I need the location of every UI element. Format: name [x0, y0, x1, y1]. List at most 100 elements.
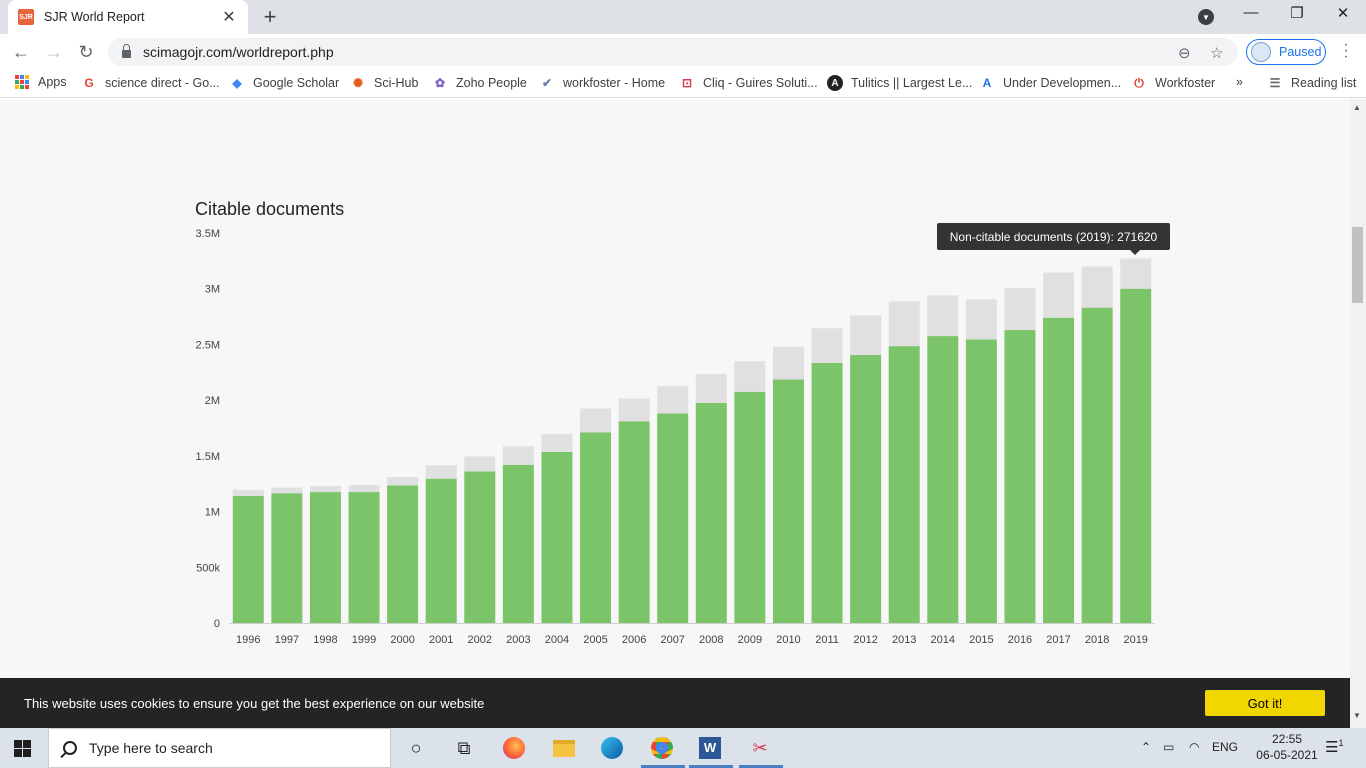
- bar-citable: [309, 492, 341, 623]
- tab-title: SJR World Report: [44, 10, 145, 24]
- menu-icon[interactable]: · · ·: [1343, 36, 1349, 65]
- power-icon: ⏻: [1134, 75, 1144, 90]
- sjr-favicon-icon: SJR: [18, 9, 34, 25]
- profile-button[interactable]: Paused: [1246, 39, 1326, 65]
- zoom-icon[interactable]: ⊖: [1178, 45, 1191, 62]
- task-view-icon[interactable]: ⧉: [457, 737, 471, 758]
- wifi-icon[interactable]: ◠: [1189, 740, 1200, 754]
- y-tick-label: 0: [214, 618, 220, 630]
- bookmark-under-development[interactable]: A Under Developmen...: [979, 75, 1121, 91]
- bar-non-citable: [464, 456, 496, 472]
- cookie-accept-button[interactable]: Got it!: [1205, 690, 1325, 716]
- bar-non-citable: [888, 301, 920, 347]
- file-explorer-icon[interactable]: [551, 736, 577, 760]
- active-app-indicator: [739, 765, 783, 768]
- bar-non-citable: [387, 477, 419, 486]
- notifications-icon[interactable]: ☰1: [1325, 738, 1344, 756]
- bar-citable: [502, 464, 534, 623]
- x-tick-label: 1997: [275, 634, 299, 646]
- y-tick-label: 2M: [205, 395, 220, 407]
- bar-non-citable: [1120, 258, 1152, 289]
- bar-non-citable: [232, 489, 264, 496]
- bookmark-zoho-people[interactable]: ✿ Zoho People: [432, 75, 527, 91]
- bar-citable: [965, 339, 997, 623]
- x-tick-label: 2000: [390, 634, 414, 646]
- x-tick-label: 1996: [236, 634, 260, 646]
- bar-citable: [657, 413, 689, 623]
- bookmarks-bar: Apps G science direct - Go... ◆ Google S…: [0, 70, 1366, 98]
- restore-button[interactable]: ❐: [1290, 5, 1304, 22]
- bar-citable: [927, 336, 959, 623]
- bar-citable: [734, 391, 766, 623]
- y-tick-label: 3.5M: [196, 228, 220, 240]
- cookie-banner: This website uses cookies to ensure you …: [0, 678, 1350, 728]
- firefox-icon[interactable]: [501, 736, 527, 760]
- back-button[interactable]: ←: [12, 42, 30, 62]
- x-tick-label: 2015: [969, 634, 993, 646]
- scroll-up-icon[interactable]: ▲: [1353, 103, 1361, 112]
- bar-non-citable: [348, 484, 380, 493]
- chrome-icon[interactable]: [649, 736, 675, 760]
- tray-overflow-icon[interactable]: ⌃: [1141, 740, 1152, 754]
- bar-non-citable: [734, 361, 766, 392]
- bookmark-science-direct[interactable]: G science direct - Go...: [81, 75, 219, 91]
- x-tick-label: 2001: [429, 634, 453, 646]
- new-tab-button[interactable]: +: [263, 4, 277, 29]
- chart-title: Citable documents: [195, 199, 345, 219]
- reading-list-button[interactable]: ☰ Reading list: [1267, 75, 1357, 91]
- x-tick-label: 2006: [622, 634, 646, 646]
- scihub-icon: ✺: [352, 76, 364, 90]
- word-icon[interactable]: W: [697, 736, 723, 760]
- system-clock[interactable]: 22:55 06-05-2021: [1256, 732, 1318, 762]
- bookmarks-overflow-button[interactable]: »: [1236, 75, 1243, 89]
- y-tick-label: 3M: [205, 284, 220, 296]
- bar-non-citable: [618, 398, 650, 422]
- cookie-message: This website uses cookies to ensure you …: [24, 696, 485, 711]
- x-tick-label: 2007: [660, 634, 684, 646]
- citable-documents-chart: 0 500k 1M 1.5M 2M 2.5M 3M 3.5M 1996 1997 1998 1999 2…: [196, 228, 1155, 646]
- x-tick-label: 2011: [815, 634, 839, 646]
- x-tick-label: 2016: [1008, 634, 1032, 646]
- battery-icon[interactable]: ▭: [1163, 740, 1175, 754]
- bookmark-apps[interactable]: Apps: [15, 75, 67, 89]
- scroll-thumb[interactable]: [1352, 227, 1363, 303]
- y-tick-label: 1.5M: [196, 451, 220, 463]
- close-window-button[interactable]: ✕: [1336, 5, 1350, 22]
- snipping-tool-icon[interactable]: ✂: [752, 737, 768, 758]
- bar-citable: [464, 471, 496, 623]
- bar-citable: [541, 451, 573, 623]
- close-tab-icon[interactable]: ✕: [222, 9, 236, 26]
- bar-non-citable: [425, 465, 457, 479]
- windows-start-icon[interactable]: [14, 740, 31, 757]
- bookmark-sci-hub[interactable]: ✺ Sci-Hub: [350, 75, 419, 91]
- bar-non-citable: [850, 315, 882, 356]
- bookmark-workfoster[interactable]: ⏻ Workfoster: [1131, 75, 1215, 91]
- apps-grid-icon: [15, 75, 29, 89]
- cortana-icon[interactable]: ○: [410, 737, 422, 758]
- scroll-down-icon[interactable]: ▼: [1353, 711, 1361, 720]
- bookmark-tulitics[interactable]: A Tulitics || Largest Le...: [827, 75, 972, 91]
- minimize-button[interactable]: —: [1243, 4, 1259, 21]
- taskbar-search-input[interactable]: Type here to search: [48, 728, 391, 768]
- bar-non-citable: [695, 373, 727, 403]
- bar-non-citable: [657, 386, 689, 414]
- bookmark-cliq[interactable]: ⊡ Cliq - Guires Soluti...: [679, 75, 818, 91]
- x-tick-label: 2014: [931, 634, 955, 646]
- windows-taskbar: Type here to search ○ ⧉ W ✂ ⌃ ▭ ◠ ENG 22…: [0, 728, 1366, 768]
- angular-icon: A: [827, 75, 843, 91]
- bookmark-google-scholar[interactable]: ◆ Google Scholar: [229, 75, 339, 91]
- page-scrollbar[interactable]: ▲ ▼: [1350, 99, 1366, 728]
- search-icon: [63, 741, 77, 755]
- bar-citable: [387, 485, 419, 623]
- bookmark-star-icon[interactable]: ☆: [1210, 45, 1224, 62]
- check-icon: ✔: [541, 76, 553, 90]
- tab-search-icon[interactable]: ▼: [1198, 9, 1214, 25]
- edge-icon[interactable]: [599, 736, 625, 760]
- language-indicator[interactable]: ENG: [1212, 740, 1239, 754]
- bookmark-workfoster-home[interactable]: ✔ workfoster - Home: [539, 75, 665, 91]
- address-bar[interactable]: scimagojr.com/worldreport.php ⊖ ☆: [108, 38, 1238, 66]
- reload-button[interactable]: ↻: [78, 42, 94, 62]
- browser-tab[interactable]: SJR SJR World Report ✕: [8, 0, 248, 34]
- forward-button[interactable]: →: [45, 42, 63, 62]
- scholar-icon: ◆: [232, 76, 242, 90]
